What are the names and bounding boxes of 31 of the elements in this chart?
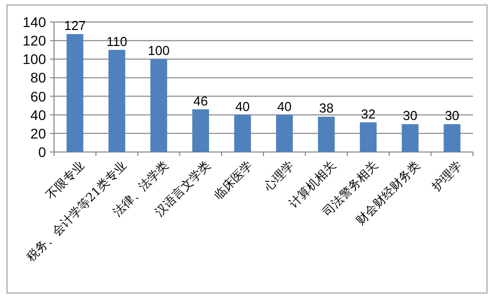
- bar: [150, 59, 168, 152]
- y-tick-label: 0: [38, 144, 46, 160]
- data-label: 32: [361, 106, 376, 122]
- data-label: 127: [64, 18, 86, 34]
- bar: [192, 109, 210, 152]
- data-label: 100: [148, 43, 170, 58]
- data-label: 40: [235, 98, 250, 114]
- bar: [360, 122, 377, 152]
- data-label: 46: [193, 93, 208, 108]
- y-tick-label: 120: [22, 32, 46, 49]
- bar: [444, 124, 460, 152]
- data-label: 40: [277, 98, 292, 114]
- data-label: 110: [106, 34, 128, 49]
- y-tick-label: 20: [30, 125, 46, 142]
- data-label: 30: [444, 108, 460, 124]
- bar: [318, 116, 335, 152]
- data-label: 30: [402, 108, 418, 124]
- bar: [402, 124, 419, 152]
- x-tick-label: 护理学: [428, 158, 464, 195]
- bar: [234, 114, 251, 152]
- y-tick-label: 40: [30, 106, 46, 123]
- bar: [66, 34, 84, 152]
- data-label: 38: [319, 100, 334, 116]
- bar: [108, 50, 126, 152]
- y-tick-label: 60: [30, 88, 46, 104]
- x-tick-label: 心理学: [260, 158, 297, 195]
- bar: [276, 114, 293, 152]
- x-tick-label: 临床医学: [211, 158, 255, 202]
- y-tick-label: 140: [22, 14, 46, 30]
- y-tick-label: 100: [22, 51, 46, 68]
- y-tick-label: 80: [30, 70, 46, 86]
